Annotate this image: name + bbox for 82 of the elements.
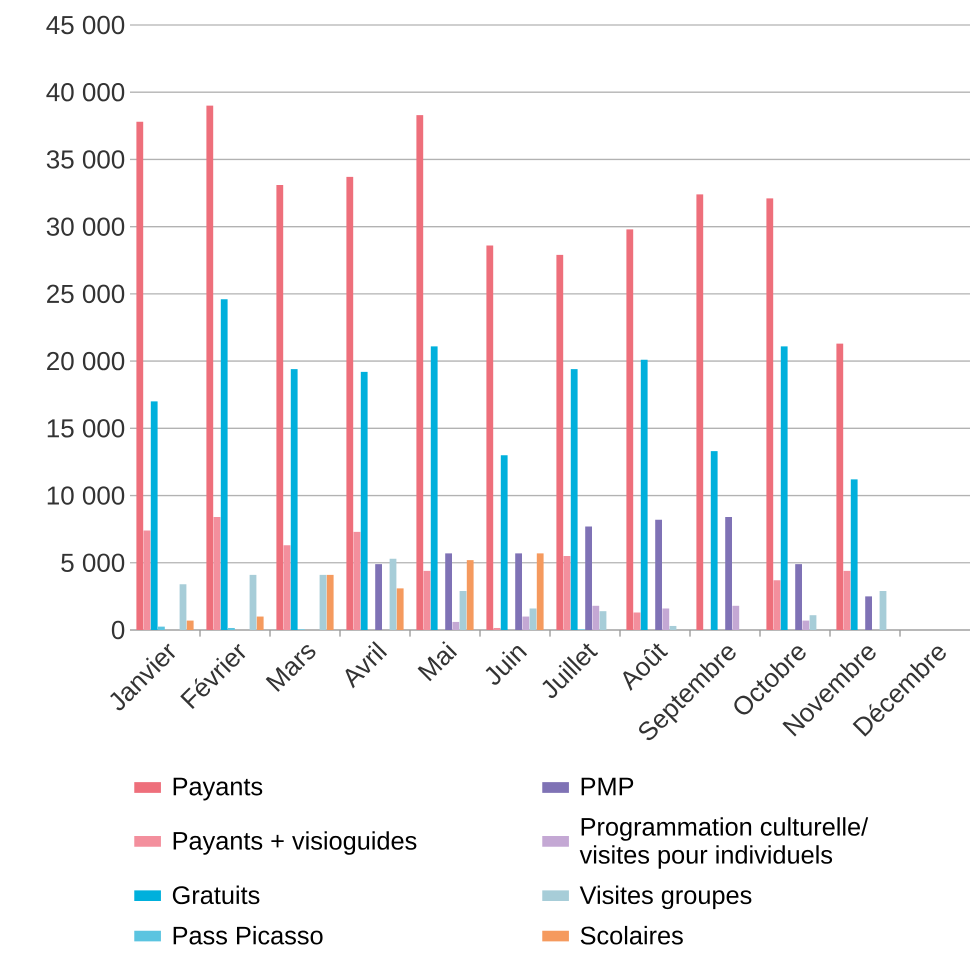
legend-label: Payants — [174, 778, 262, 800]
bar — [136, 122, 144, 630]
bar — [150, 401, 158, 630]
bar — [276, 184, 284, 630]
y-tick-label: 45 000 — [46, 16, 124, 34]
legend-label: Programmation culturelle/ visites pour individuels — [580, 817, 868, 869]
bar — [515, 553, 522, 630]
x-tick-label: Mai — [418, 641, 458, 682]
bar — [354, 532, 360, 630]
bar — [144, 530, 150, 630]
bar — [390, 558, 396, 630]
bar — [346, 176, 354, 630]
y-tick-label: 25 000 — [47, 284, 124, 304]
bar — [626, 229, 634, 630]
bar — [725, 517, 732, 630]
bar — [585, 526, 592, 630]
legend-label: Pass Picasso — [174, 926, 323, 945]
bar — [284, 545, 290, 630]
bar — [486, 245, 494, 630]
bar — [570, 369, 578, 630]
bar — [774, 580, 780, 630]
bar — [424, 570, 430, 630]
legend-label: Visites groupes — [580, 886, 752, 910]
bar — [320, 574, 326, 630]
bar — [522, 616, 530, 630]
bar — [556, 254, 564, 630]
bar — [810, 615, 816, 630]
bar — [865, 596, 872, 630]
bar — [600, 611, 606, 630]
y-tick-label: 30 000 — [46, 217, 124, 236]
bar — [766, 198, 774, 630]
bar — [844, 570, 850, 630]
bar — [452, 622, 460, 630]
bar — [710, 451, 718, 630]
bar — [850, 479, 858, 630]
bar — [795, 564, 802, 630]
bar — [655, 520, 662, 630]
bar — [836, 344, 844, 630]
bar — [396, 588, 404, 630]
legend-label: Scolaires — [580, 926, 683, 945]
bar — [214, 517, 220, 630]
legend-label: Payants + visioguides — [174, 831, 416, 855]
bar — [670, 626, 676, 630]
bar — [696, 194, 704, 630]
legend-label: Gratuits — [172, 886, 260, 904]
bar — [290, 369, 298, 630]
bar — [158, 626, 165, 630]
y-tick-label: 20 000 — [47, 352, 124, 370]
bar — [416, 115, 424, 630]
y-tick-label: 40 000 — [46, 83, 124, 102]
bar — [206, 106, 214, 630]
bar — [220, 299, 228, 630]
y-tick-label: 0 — [112, 620, 124, 640]
bar — [256, 616, 264, 630]
x-tick-label: Juin — [486, 646, 528, 685]
bar — [634, 612, 640, 630]
bar — [662, 608, 670, 630]
bar — [180, 584, 186, 630]
bar — [466, 560, 474, 630]
bar — [592, 606, 600, 630]
bar — [186, 620, 194, 630]
bar — [250, 574, 256, 630]
bar — [326, 574, 334, 630]
bar — [460, 591, 466, 630]
bar — [564, 556, 570, 630]
bar — [536, 553, 544, 630]
bar — [780, 346, 788, 630]
bar — [530, 608, 536, 630]
y-tick-label: 10 000 — [48, 486, 124, 505]
y-tick-label: 15 000 — [48, 419, 124, 438]
bar — [880, 591, 886, 630]
bar — [430, 346, 438, 630]
bar — [500, 455, 508, 630]
y-tick-label: 5 000 — [61, 554, 124, 572]
bar — [375, 564, 382, 630]
legend-label: PMP — [582, 778, 634, 796]
bar — [640, 360, 648, 630]
bar — [732, 606, 740, 630]
bar — [445, 553, 452, 630]
bar — [360, 372, 368, 630]
bar — [802, 620, 810, 630]
y-tick-label: 35 000 — [46, 150, 124, 169]
